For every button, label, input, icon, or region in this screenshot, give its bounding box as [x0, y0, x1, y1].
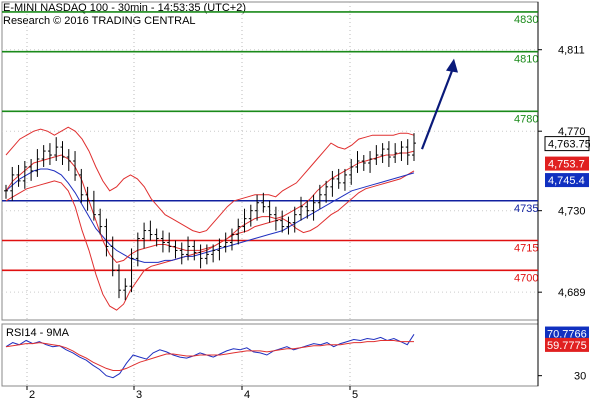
forecast-arrow-line: [420, 65, 456, 150]
rsi-title: RSI14 - 9MA: [6, 327, 70, 339]
price-label-box-last: [544, 136, 590, 152]
level-label-resistance: 4780: [514, 113, 538, 125]
x-tick-label: 4: [244, 389, 250, 400]
forecast-arrow-head: [446, 58, 458, 73]
chart-subtitle: Research © 2016 TRADING CENTRAL: [3, 15, 196, 27]
rsi-line: [5, 334, 415, 379]
x-tick-label: 5: [352, 389, 358, 400]
rsi-value-box-rsi_ma: [545, 337, 589, 352]
rsi-panel-frame: [1, 323, 539, 387]
level-label-resistance: 4810: [514, 54, 538, 66]
price-label-box-ma_red: [545, 156, 589, 171]
moving-average-red-line: [5, 150, 415, 263]
bollinger-lower-line: [5, 170, 415, 311]
level-label-pivot: 4735: [514, 203, 538, 215]
bollinger-upper-line: [5, 126, 415, 234]
rsi-value-label-rsi: 70.7766: [547, 329, 587, 341]
moving-average-blue-line: [5, 168, 415, 263]
rsi-ma-line: [5, 340, 414, 371]
y-tick-label: 4,689: [558, 287, 586, 299]
price-label-ma_red: 4,753.7: [548, 159, 585, 171]
price-label-last: 4,763.75: [548, 139, 590, 151]
level-label-resistance: 4830: [514, 14, 538, 26]
x-tick-label: 3: [136, 389, 142, 400]
level-label-support: 4700: [514, 272, 538, 284]
level-label-support: 4715: [514, 243, 538, 255]
price-label-ma_blue: 4,745.4: [548, 175, 585, 187]
y-tick-label: 4,730: [558, 206, 586, 218]
y-tick-label: 4,770: [558, 126, 586, 138]
rsi-value-box-rsi: [545, 326, 589, 341]
price-label-box-ma_blue: [545, 173, 589, 188]
rsi-value-label-rsi_ma: 59.7775: [547, 340, 587, 352]
x-tick-label: 2: [29, 389, 35, 400]
y-tick-label: 4,811: [558, 45, 585, 57]
chart-title: E-MINI NASDAQ 100 - 30min - 14:53:35 (UT…: [3, 2, 246, 14]
rsi-y-tick-label: 30: [574, 371, 586, 383]
